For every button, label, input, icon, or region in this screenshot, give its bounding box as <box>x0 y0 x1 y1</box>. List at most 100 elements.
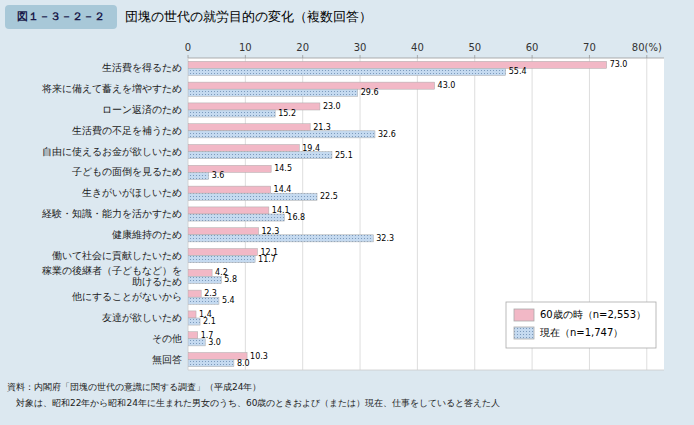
bar <box>188 124 310 131</box>
data-label: 55.4 <box>509 67 527 76</box>
tick-label: 40 <box>411 42 424 53</box>
tick-label: 0 <box>185 42 191 53</box>
bar <box>188 131 375 138</box>
tick-mark <box>646 55 647 58</box>
bar <box>188 249 257 256</box>
data-label: 3.0 <box>208 338 221 347</box>
bar <box>188 89 358 96</box>
bar <box>188 276 221 283</box>
category-label: ローン返済のため <box>102 104 182 115</box>
category-label: 子どもの面倒を見るため <box>72 166 182 177</box>
data-label: 14.5 <box>274 164 292 173</box>
bar <box>188 311 196 318</box>
figure-number: 図１－３－２－２ <box>17 10 105 22</box>
legend-label: 現在（n=1,747） <box>540 327 623 338</box>
category-label: 生活費の不足を補うため <box>72 125 182 136</box>
data-label: 2.3 <box>204 289 217 298</box>
bar <box>188 297 219 304</box>
tick-label: 60 <box>526 42 539 53</box>
bar <box>188 214 284 221</box>
title: 団塊の世代の就労目的の変化（複数回答） <box>125 9 372 24</box>
legend-box <box>506 302 656 348</box>
tick-mark <box>188 55 189 58</box>
category-label-line: 生活費の不足を補うため <box>72 125 182 136</box>
bar <box>188 339 205 346</box>
category-label-line: その他 <box>152 333 182 344</box>
data-label: 23.0 <box>323 102 341 111</box>
bar <box>188 318 200 325</box>
data-label: 10.3 <box>250 352 268 361</box>
data-label: 22.5 <box>320 192 338 201</box>
category-label: 働いて社会に貢献したいため <box>52 250 182 261</box>
tick-label: 80(%) <box>632 42 662 53</box>
data-label: 11.7 <box>258 255 276 264</box>
tick-label: 70 <box>583 42 596 53</box>
category-label: 自由に使えるお金が欲しいため <box>42 146 182 157</box>
category-label: 他にすることがないから <box>72 291 182 302</box>
data-label: 8.0 <box>237 359 250 368</box>
tick-label: 50 <box>468 42 481 53</box>
bar <box>188 103 320 110</box>
tick-label: 30 <box>354 42 367 53</box>
category-label-line: 自由に使えるお金が欲しいため <box>42 146 182 157</box>
legend-swatch <box>514 309 534 321</box>
data-label: 19.4 <box>302 144 320 153</box>
data-label: 29.6 <box>361 88 379 97</box>
category-label: 友達が欲しいため <box>102 312 182 323</box>
category-label-line: 無回答 <box>152 354 182 365</box>
page: {"chart_data": { "type": "bar", "orienta… <box>0 0 694 425</box>
tick-mark <box>360 55 361 58</box>
bar <box>188 228 259 235</box>
category-label: 生活費を得るため <box>102 62 182 73</box>
category-label-line: 健康維持のため <box>112 229 182 240</box>
bar <box>188 68 506 75</box>
bar <box>188 110 275 117</box>
grid-line <box>417 58 418 370</box>
category-label-line: 助けるため <box>132 276 182 287</box>
bar <box>188 186 271 193</box>
bar <box>188 61 607 68</box>
title-box <box>5 5 117 29</box>
data-label: 12.3 <box>262 227 280 236</box>
x-axis-line <box>188 58 664 59</box>
bar <box>188 256 255 263</box>
category-label-line: 経験・知識・能力を活かすため <box>41 208 182 219</box>
plot-background <box>188 58 664 370</box>
bar <box>188 193 317 200</box>
bar <box>188 269 212 276</box>
data-label: 15.2 <box>278 109 296 118</box>
bar <box>188 165 271 172</box>
tick-mark <box>302 55 303 58</box>
data-label: 43.0 <box>438 81 456 90</box>
data-label: 73.0 <box>610 60 628 69</box>
category-label-line: 生きがいがほしいため <box>82 187 182 198</box>
category-label: その他 <box>152 333 182 344</box>
plot-bottom-line <box>188 370 664 371</box>
bar <box>188 152 332 159</box>
data-label: 14.4 <box>274 185 292 194</box>
category-label-line: 稼業の後継者（子どもなど）を <box>42 265 182 276</box>
chart: 図１－３－２－２ 団塊の世代の就労目的の変化（複数回答） 0 10 20 30 40 50 60… <box>0 0 694 425</box>
bar <box>188 290 201 297</box>
bar <box>188 145 299 152</box>
tick-mark <box>474 55 475 58</box>
category-label: 将来に備えて蓄えを増やすため <box>41 83 182 94</box>
data-label: 5.4 <box>222 296 235 305</box>
category-label-line: 将来に備えて蓄えを増やすため <box>41 83 182 94</box>
data-label: 25.1 <box>335 151 353 160</box>
background <box>0 0 694 425</box>
tick-mark <box>417 55 418 58</box>
category-label-line: 友達が欲しいため <box>102 312 182 323</box>
data-label: 2.1 <box>203 317 216 326</box>
bar <box>188 172 209 179</box>
tick-mark <box>589 55 590 58</box>
tick-label: 20 <box>296 42 309 53</box>
tick-label: 10 <box>239 42 252 53</box>
tick-mark <box>245 55 246 58</box>
data-label: 32.3 <box>376 234 394 243</box>
category-label: 無回答 <box>152 354 182 365</box>
grid-line <box>474 58 475 370</box>
category-label: 経験・知識・能力を活かすため <box>41 208 182 219</box>
data-label: 5.8 <box>224 275 237 284</box>
data-label: 16.8 <box>287 213 305 222</box>
